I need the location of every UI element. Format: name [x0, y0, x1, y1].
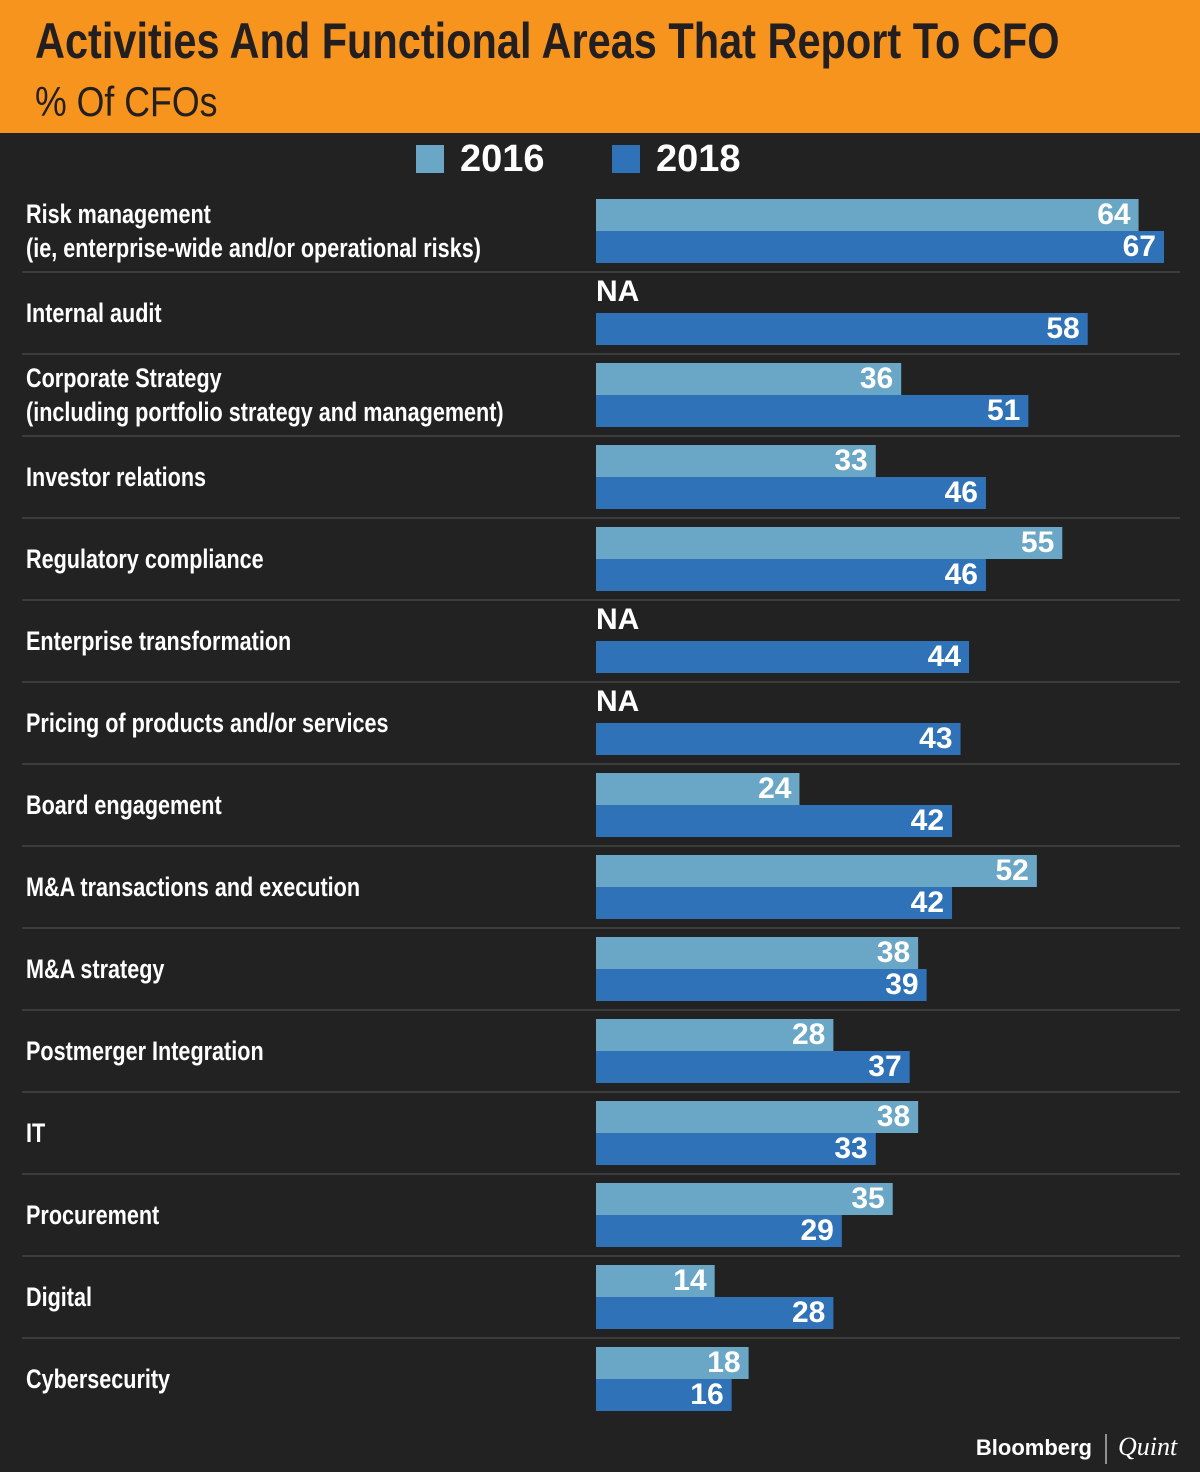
value-label: 38 — [877, 936, 910, 969]
value-label: 42 — [911, 804, 944, 837]
bar — [596, 231, 1164, 263]
value-label: 46 — [945, 558, 978, 591]
value-label: 38 — [877, 1100, 910, 1133]
bar — [596, 1347, 749, 1379]
bar — [596, 773, 800, 805]
value-label: 42 — [911, 886, 944, 919]
bar — [596, 723, 961, 755]
category-label: Cybersecurity — [26, 1364, 171, 1394]
value-label: 36 — [860, 362, 893, 395]
value-label: 18 — [707, 1346, 740, 1379]
value-label: 46 — [945, 476, 978, 509]
chart-title: Activities And Functional Areas That Rep… — [35, 13, 1060, 69]
value-label: NA — [596, 685, 639, 718]
chart-subtitle: % Of CFOs — [35, 78, 218, 125]
value-label: NA — [596, 603, 639, 636]
legend-swatch — [416, 145, 444, 173]
brand: Bloomberg — [976, 1435, 1092, 1460]
bar — [596, 1051, 910, 1083]
bar — [596, 1265, 715, 1297]
bar — [596, 1297, 834, 1329]
value-label: 44 — [928, 640, 962, 673]
bar — [596, 641, 970, 673]
value-label: 55 — [1021, 526, 1054, 559]
legend-label: 2018 — [656, 138, 741, 180]
bar — [596, 363, 902, 395]
value-label: 33 — [834, 1132, 867, 1165]
category-label: Internal audit — [26, 298, 162, 328]
category-label: M&A transactions and execution — [26, 872, 361, 902]
bar — [596, 395, 1029, 427]
value-label: 35 — [851, 1182, 884, 1215]
bar — [596, 1183, 893, 1215]
category-label: Digital — [26, 1282, 93, 1312]
value-label: 14 — [673, 1264, 707, 1297]
bar — [596, 805, 953, 837]
brand: Quint — [1118, 1432, 1178, 1461]
bar — [596, 1133, 876, 1165]
bar — [596, 313, 1088, 345]
bar — [596, 477, 986, 509]
bar — [596, 199, 1139, 231]
bar — [596, 937, 919, 969]
value-label: 37 — [868, 1050, 901, 1083]
value-label: 64 — [1097, 198, 1131, 231]
bar — [596, 887, 953, 919]
bar — [596, 527, 1063, 559]
value-label: NA — [596, 275, 639, 308]
category-label: Risk management (ie, enterprise-wide and… — [26, 199, 481, 263]
legend-swatch — [612, 145, 640, 173]
category-label: Procurement — [26, 1200, 160, 1230]
category-label: Pricing of products and/or services — [26, 708, 389, 738]
value-label: 28 — [792, 1296, 825, 1329]
category-label: Investor relations — [26, 462, 207, 492]
value-label: 28 — [792, 1018, 825, 1051]
category-label: Board engagement — [26, 790, 222, 820]
category-label: M&A strategy — [26, 954, 165, 984]
value-label: 33 — [834, 444, 867, 477]
value-label: 52 — [995, 854, 1028, 887]
value-label: 51 — [987, 394, 1020, 427]
value-label: 39 — [885, 968, 918, 1001]
bar — [596, 1379, 732, 1411]
bar — [596, 1215, 842, 1247]
value-label: 24 — [758, 772, 792, 805]
value-label: 67 — [1123, 230, 1156, 263]
category-label: Postmerger Integration — [26, 1036, 264, 1066]
header: Activities And Functional Areas That Rep… — [0, 0, 1200, 133]
legend-label: 2016 — [460, 138, 545, 180]
value-label: 29 — [800, 1214, 833, 1247]
value-label: 43 — [919, 722, 952, 755]
bar — [596, 1101, 919, 1133]
category-label: IT — [26, 1118, 46, 1148]
bar — [596, 855, 1037, 887]
category-label: Enterprise transformation — [26, 626, 292, 656]
category-label: Regulatory compliance — [26, 544, 264, 574]
category-label: Corporate Strategy (including portfolio … — [26, 363, 504, 427]
bar — [596, 445, 876, 477]
bar — [596, 559, 986, 591]
bar — [596, 969, 927, 1001]
value-label: 16 — [690, 1378, 723, 1411]
value-label: 58 — [1046, 312, 1079, 345]
bar — [596, 1019, 834, 1051]
